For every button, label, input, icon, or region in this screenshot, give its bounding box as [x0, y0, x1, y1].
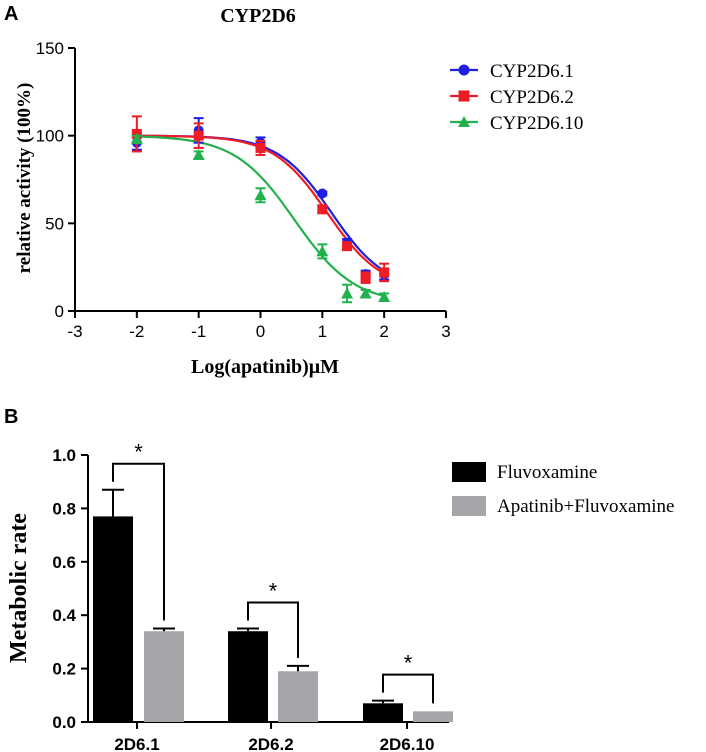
- chart-b-category-label: 2D6.10: [380, 735, 435, 752]
- chart-a-xtick-label: 2: [379, 322, 388, 341]
- chart-b-ylabel: Metabolic rate: [6, 513, 32, 663]
- chart-b-ytick-label: 0.0: [52, 713, 76, 732]
- chart-a-xlabel: Log(apatinib)μM: [191, 356, 339, 378]
- chart-a-ylabel: relative activity (100%): [14, 83, 35, 274]
- data-point: [192, 148, 205, 160]
- chart-b-category-label: 2D6.2: [248, 735, 293, 752]
- significance-bracket: [247, 601, 299, 658]
- legend-label-1: Fluvoxamine: [497, 462, 597, 483]
- data-point: [130, 133, 143, 145]
- chart-a-xtick-label: -3: [67, 322, 82, 341]
- chart-a-title: CYP2D6: [220, 5, 296, 27]
- legend-label-3: CYP2D6.10: [490, 113, 583, 134]
- fit-curve-2: [136, 134, 385, 275]
- chart-b-ytick-label: 0.6: [52, 553, 76, 572]
- chart-a-ytick-label: 150: [36, 39, 64, 58]
- legend-marker: [458, 90, 470, 102]
- significance-bracket: [382, 673, 434, 704]
- chart-a-xtick-label: -1: [191, 322, 206, 341]
- data-point: [360, 272, 371, 283]
- bar: [413, 711, 453, 722]
- chart-b-ytick-label: 0.4: [52, 606, 76, 625]
- chart-a-ytick-label: 0: [55, 302, 64, 321]
- data-point: [317, 188, 328, 199]
- chart-a-ytick-label: 100: [36, 127, 64, 146]
- bar: [93, 516, 133, 722]
- chart-a-ytick-label: 50: [45, 214, 64, 233]
- data-point: [316, 245, 329, 257]
- legend-marker: [458, 116, 470, 127]
- legend-marker: [458, 64, 470, 76]
- bar: [144, 631, 184, 722]
- data-point: [378, 290, 391, 302]
- significance-star: *: [269, 579, 278, 604]
- chart-a-plot: 0 50 100 150 -3 -2 -1 0 1 2 3 CYP2D6.1 CYP2D6.2 CYP2D…: [36, 39, 584, 341]
- significance-star: *: [134, 440, 143, 465]
- significance-bracket: [112, 462, 165, 621]
- panel-label-a: A: [4, 3, 18, 25]
- legend-swatch: [452, 496, 486, 516]
- chart-b-ytick-label: 1.0: [52, 446, 76, 465]
- significance-star: *: [404, 651, 413, 676]
- data-point: [359, 287, 372, 299]
- legend-label-2: Apatinib+Fluvoxamine: [497, 496, 674, 517]
- chart-b-plot: 0.0 0.2 0.4 0.6 0.8 1.0 2D6.1 * 2D6.2 * 2D6.10 * Flu…: [52, 440, 674, 752]
- bar: [228, 631, 268, 722]
- fit-curve-3: [136, 135, 385, 298]
- chart-b-category-label: 2D6.1: [114, 735, 159, 752]
- chart-a-xtick-label: 0: [256, 322, 265, 341]
- data-point: [255, 142, 266, 153]
- data-point: [342, 241, 353, 252]
- chart-a-xtick-label: 1: [318, 322, 327, 341]
- data-point: [193, 130, 204, 141]
- bar: [278, 671, 318, 722]
- data-point: [317, 204, 328, 215]
- legend-label-2: CYP2D6.2: [490, 87, 574, 108]
- data-point: [341, 287, 354, 299]
- chart-a-xtick-label: -2: [129, 322, 144, 341]
- data-point: [254, 189, 267, 201]
- chart-a-xtick-label: 3: [441, 322, 450, 341]
- bar: [363, 703, 403, 722]
- chart-b-ytick-label: 0.8: [52, 499, 76, 518]
- chart-b-ytick-label: 0.2: [52, 660, 76, 679]
- legend-label-1: CYP2D6.1: [490, 61, 574, 82]
- legend-swatch: [452, 462, 486, 482]
- data-point: [379, 267, 390, 278]
- panel-label-b: B: [4, 406, 18, 428]
